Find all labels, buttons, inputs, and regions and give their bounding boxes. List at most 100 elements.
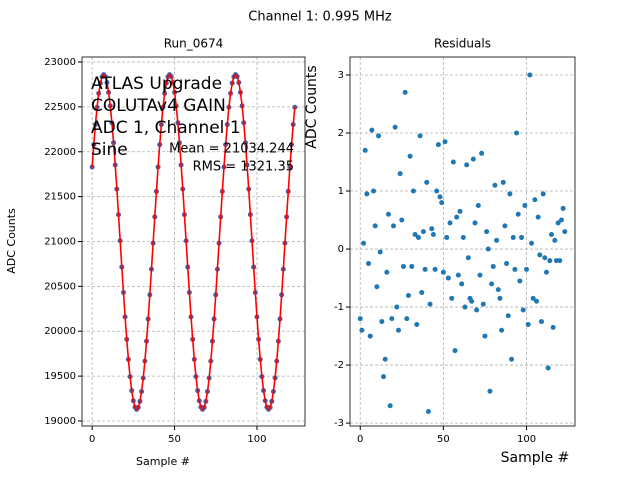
data-point [560,205,566,211]
data-point [512,266,518,272]
data-point [374,284,380,290]
data-point [505,313,511,319]
axes-title: Run_0674 [164,37,224,51]
data-point [455,272,461,278]
data-point [409,263,415,269]
data-point [510,234,516,240]
annotation: ADC 1, Channel 1 [91,118,241,138]
data-point [462,304,468,310]
data-point [504,261,510,267]
data-point [454,214,460,220]
data-point [517,278,523,284]
data-point [550,324,556,330]
data-point [435,142,441,148]
data-point [480,301,486,307]
data-point [452,348,458,354]
y-axis-label: ADC Counts [5,208,18,274]
data-point [377,249,383,255]
data-point [384,269,390,275]
data-point [394,304,400,310]
y-tick-label: -2 [334,360,344,371]
x-tick-label: 50 [437,434,450,445]
y-tick-label: 20000 [44,326,76,337]
y-tick-label: 22000 [44,147,76,158]
data-point [490,263,496,269]
x-tick-label: 100 [517,434,536,445]
data-point [405,292,411,298]
data-point [430,232,436,238]
data-point [548,232,554,238]
data-point [535,214,541,220]
fit-line [91,73,296,411]
data-point [479,150,485,156]
data-point [390,223,396,229]
data-point [532,197,538,203]
data-point [557,258,563,264]
data-point [522,203,528,209]
data-point [497,295,503,301]
data-point [457,208,463,214]
y-tick-label: 20500 [44,281,76,292]
y-axis-label: ADC Counts [304,65,320,148]
data-point [465,255,471,261]
axes-frame [349,56,576,427]
data-point [414,321,420,327]
data-point [367,333,373,339]
y-tick-label: 21000 [44,237,76,248]
data-point [382,356,388,362]
data-point [420,229,426,235]
annotation: COLUTAv4 GAIN [91,96,226,116]
data-point [484,229,490,235]
data-point [475,203,481,209]
data-point [540,191,546,197]
data-point [449,295,455,301]
data-point [499,327,505,333]
data-point [434,188,440,194]
y-tick-label: 0 [338,244,344,255]
y-tick-label: 19500 [44,371,76,382]
data-point [487,388,493,394]
y-tick-label: 1 [338,186,344,197]
data-point [530,295,536,301]
data-point [460,234,466,240]
data-point [399,217,405,223]
x-tick-label: 0 [357,434,363,445]
data-point [444,234,450,240]
data-point [450,159,456,165]
x-axis-label: Sample # [501,450,570,466]
data-point [474,307,480,313]
data-point [537,252,543,258]
data-point [524,266,530,272]
data-point [400,263,406,269]
data-point [371,188,377,194]
y-tick-label: 23000 [44,57,76,68]
x-tick-label: 0 [89,434,95,445]
axes-frame [81,56,306,427]
data-point [442,139,448,145]
data-point [519,234,525,240]
data-point [482,333,488,339]
data-point [520,307,526,313]
annotation: ATLAS Upgrade [91,74,222,94]
data-point [395,327,401,333]
data-point [502,223,508,229]
data-point [417,133,423,139]
data-point [469,298,475,304]
data-point [514,130,520,136]
data-point [437,194,443,200]
data-point [472,220,478,226]
annotation: Sine [91,140,128,160]
data-point [555,220,561,226]
data-point [364,191,370,197]
data-point [440,269,446,275]
data-point [429,226,435,232]
data-point [515,211,521,217]
data-point [545,365,551,371]
data-point [372,223,378,229]
data-point [489,281,495,287]
data-point [558,217,564,223]
figure-title: Channel 1: 0.995 MHz [248,10,392,25]
y-tick-label: 3 [338,70,344,81]
